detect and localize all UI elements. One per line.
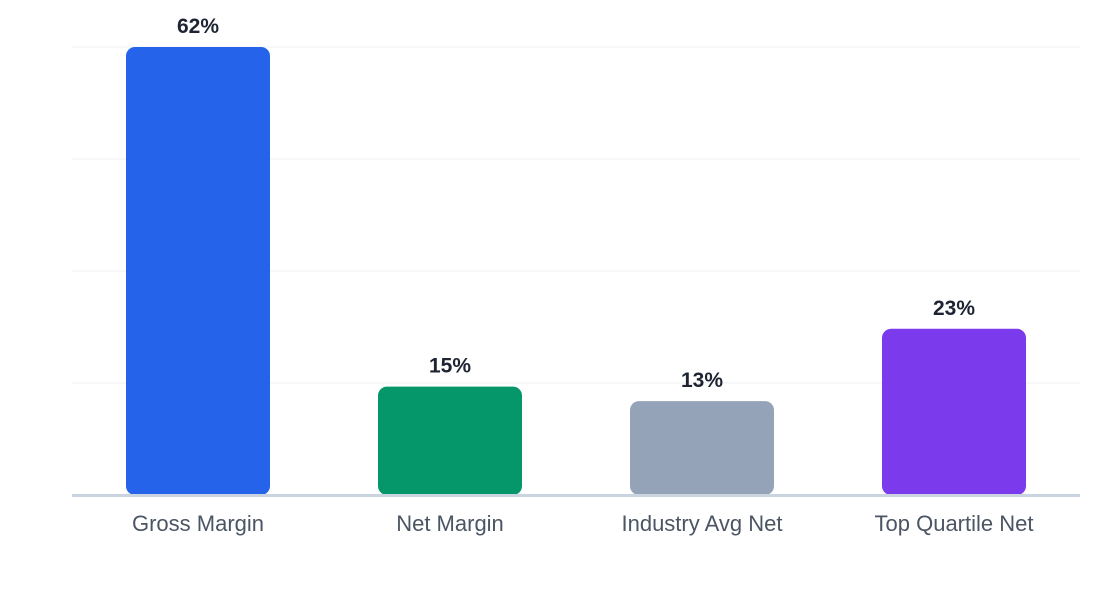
category-label: Industry Avg Net xyxy=(621,511,782,536)
bar-value-label: 13% xyxy=(681,369,723,392)
bar-industry-avg-net[interactable] xyxy=(630,401,774,495)
bar-value-label: 23% xyxy=(933,297,975,320)
bar-top-quartile-net[interactable] xyxy=(882,328,1026,495)
bars xyxy=(126,47,1026,495)
category-label: Net Margin xyxy=(396,511,504,536)
value-labels: 62% 15% 13% 23% xyxy=(177,15,975,392)
bar-value-label: 62% xyxy=(177,15,219,38)
bar-value-label: 15% xyxy=(429,355,471,378)
bar-net-margin[interactable] xyxy=(378,386,522,495)
category-label: Top Quartile Net xyxy=(875,511,1034,536)
bar-gross-margin[interactable] xyxy=(126,47,270,495)
category-label: Gross Margin xyxy=(132,511,264,536)
category-labels: Gross Margin Net Margin Industry Avg Net To… xyxy=(132,511,1034,536)
